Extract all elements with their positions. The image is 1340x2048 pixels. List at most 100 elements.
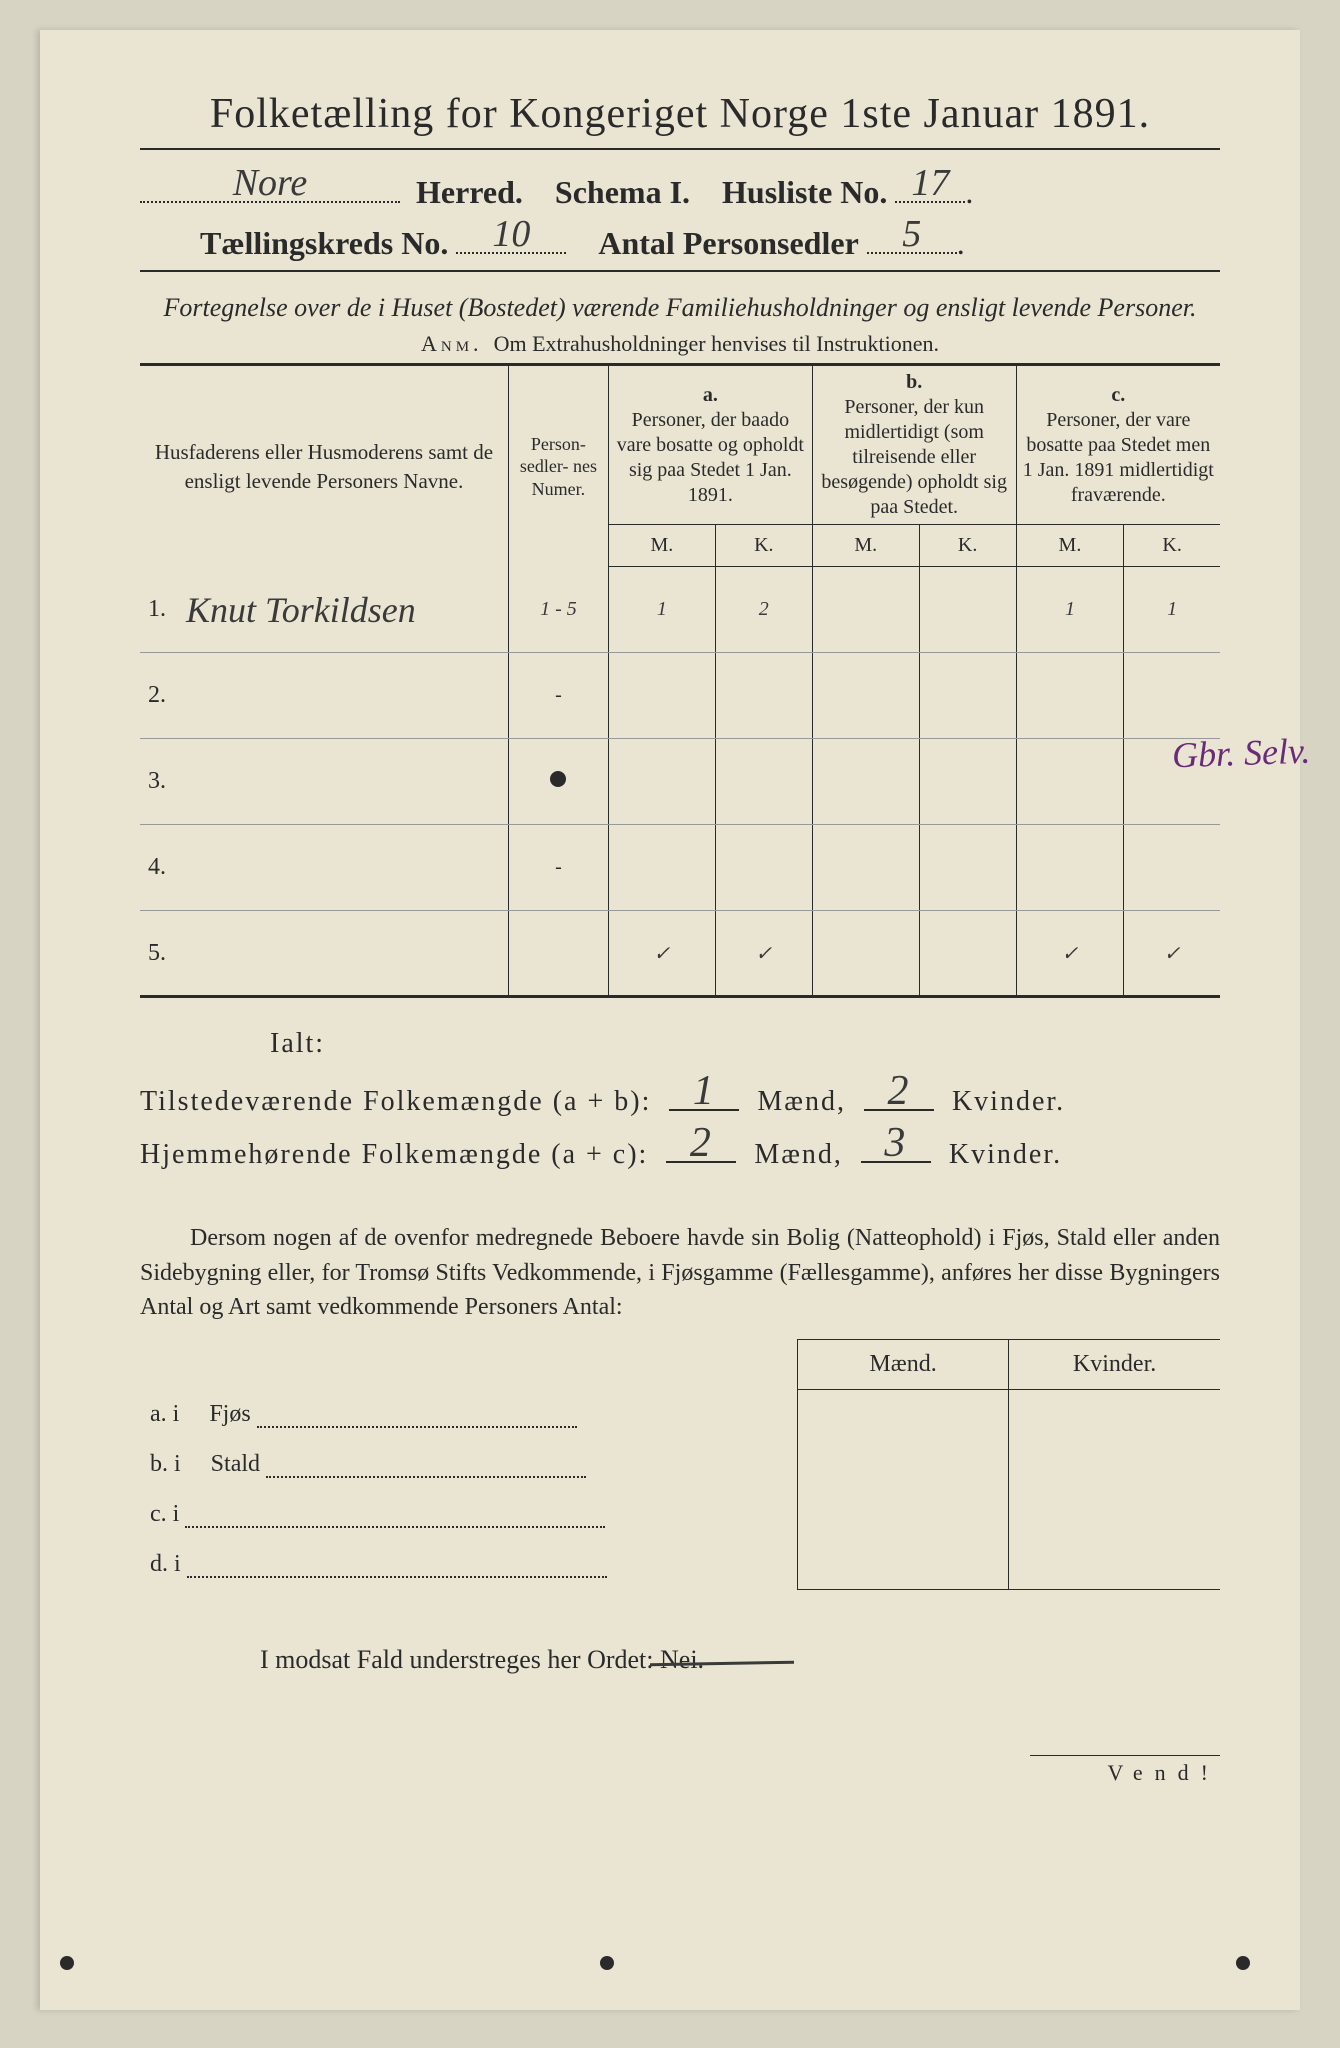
main-table: Husfaderens eller Husmoderens samt de en…	[140, 363, 1220, 998]
row-bk	[919, 825, 1016, 911]
tick-ak: ✓	[715, 911, 812, 997]
build-txt: Fjøs	[209, 1401, 250, 1427]
row-am: 1	[608, 567, 715, 653]
row-ck	[1124, 653, 1220, 739]
anm-label: Anm.	[421, 331, 483, 356]
b-m: M.	[812, 525, 919, 567]
header-line-1: Nore Herred. Schema I. Husliste No. 17 .	[140, 168, 1220, 211]
row-ck	[1124, 825, 1220, 911]
line2-k-field: 3	[861, 1131, 931, 1163]
herred-field: Nore	[140, 168, 400, 203]
row-cm	[1016, 653, 1124, 739]
personsedler-field: 5	[867, 219, 957, 254]
builds-head-m: Mænd.	[797, 1340, 1008, 1390]
row-bm	[812, 567, 919, 653]
builds-head-k: Kvinder.	[1009, 1340, 1220, 1390]
row-ps: 1 - 5	[508, 567, 608, 653]
b-k: K.	[919, 525, 1016, 567]
maend2: Mænd,	[754, 1139, 843, 1170]
row-name	[180, 653, 508, 739]
header-line-2: Tællingskreds No. 10 Antal Personsedler …	[140, 219, 1220, 262]
row-ps	[508, 911, 608, 997]
row-bk	[919, 739, 1016, 825]
group-b-lbl: b.	[906, 371, 922, 393]
subtitle: Fortegnelse over de i Huset (Bostedet) v…	[140, 290, 1220, 325]
nej-word: Nei.	[660, 1645, 704, 1675]
builds-row: c. i	[140, 1490, 1220, 1540]
group-c-lbl: c.	[1111, 384, 1125, 406]
row-num: 3.	[140, 739, 180, 825]
personsedler-value: 5	[867, 212, 957, 256]
build-lbl: d. i	[150, 1551, 181, 1577]
row-am	[608, 825, 715, 911]
line2-label: Hjemmehørende Folkemængde (a + c):	[140, 1139, 648, 1170]
builds-row: d. i	[140, 1540, 1220, 1590]
builds-row: a. i Fjøs	[140, 1390, 1220, 1440]
title-rule	[140, 148, 1220, 150]
row-am	[608, 739, 715, 825]
table-row: 2. -	[140, 653, 1220, 739]
dots-icon	[187, 1557, 607, 1579]
builds-row-a: a. i Fjøs	[140, 1390, 797, 1440]
build-lbl: b. i	[150, 1451, 181, 1477]
cell-k	[1009, 1540, 1220, 1590]
builds-row: b. i Stald	[140, 1440, 1220, 1490]
ink-dot-icon	[600, 1956, 614, 1970]
husliste-label: Husliste No.	[722, 174, 887, 210]
line1-m: 1	[669, 1067, 739, 1115]
cell-k	[1009, 1440, 1220, 1490]
build-lbl: a. i	[150, 1401, 179, 1427]
row-bk	[919, 567, 1016, 653]
kreds-value: 10	[456, 212, 566, 256]
row-bm	[812, 653, 919, 739]
tick-am: ✓	[608, 911, 715, 997]
cell-m	[797, 1490, 1008, 1540]
row-ak	[715, 653, 812, 739]
personsedler-label: Antal Personsedler	[598, 225, 858, 261]
row-ak	[715, 825, 812, 911]
row-num: 1.	[140, 567, 180, 653]
row-name	[180, 825, 508, 911]
anm-text: Om Extrahusholdninger henvises til Instr…	[494, 331, 939, 356]
row-ak	[715, 739, 812, 825]
row-bm	[812, 739, 919, 825]
kreds-field: 10	[456, 219, 566, 254]
tick-bm	[812, 911, 919, 997]
group-a-text: Personer, der baado vare bosatte og opho…	[617, 409, 804, 506]
row-name	[180, 739, 508, 825]
tick-bk	[919, 911, 1016, 997]
row-ak: 2	[715, 567, 812, 653]
row-bm	[812, 825, 919, 911]
build-lbl: c. i	[150, 1501, 179, 1527]
row-am	[608, 653, 715, 739]
row-name	[180, 911, 508, 997]
herred-label: Herred.	[416, 174, 523, 210]
group-c-text: Personer, der vare bosatte paa Stedet me…	[1023, 409, 1214, 506]
line1-k-field: 2	[864, 1078, 934, 1110]
totals-block: Ialt: Tilstedeværende Folkemængde (a + b…	[140, 1028, 1220, 1170]
group-c: c. Personer, der vare bosatte paa Stedet…	[1016, 365, 1220, 525]
row-num: 2.	[140, 653, 180, 739]
table-row: 3.	[140, 739, 1220, 825]
row-ck: 1	[1124, 567, 1220, 653]
row-ps	[508, 739, 608, 825]
c-m: M.	[1016, 525, 1124, 567]
cell-m	[797, 1390, 1008, 1440]
dots-icon	[266, 1457, 586, 1479]
table-row: 5. ✓ ✓ ✓ ✓	[140, 911, 1220, 997]
line1-k: 2	[864, 1067, 934, 1115]
header-rule	[140, 270, 1220, 272]
group-a-lbl: a.	[703, 384, 718, 406]
row-ps: -	[508, 653, 608, 739]
tick-cm: ✓	[1016, 911, 1124, 997]
line2-m: 2	[666, 1119, 736, 1167]
herred-value: Nore	[140, 161, 400, 205]
table-body: 1. Knut Torkildsen 1 - 5 1 2 1 1 2. - 3.	[140, 567, 1220, 997]
row-bk	[919, 653, 1016, 739]
line1-m-field: 1	[669, 1078, 739, 1110]
row-num: 4.	[140, 825, 180, 911]
husliste-value: 17	[895, 161, 965, 205]
kreds-label: Tællingskreds No.	[200, 225, 448, 261]
table-row: 4. -	[140, 825, 1220, 911]
row-num: 5.	[140, 911, 180, 997]
